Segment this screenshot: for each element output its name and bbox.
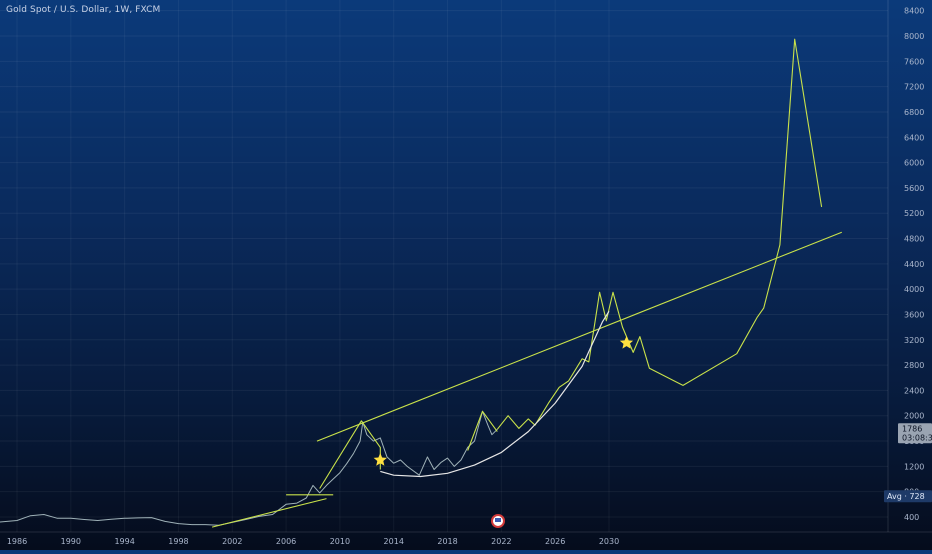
y-tick-label: 6000 (904, 159, 924, 168)
y-tick-label: 6400 (904, 133, 924, 142)
x-tick-label: 2018 (437, 537, 457, 546)
x-tick-label: 1994 (114, 537, 134, 546)
x-tick-label: 1998 (168, 537, 188, 546)
y-tick-label: 7200 (904, 83, 924, 92)
y-tick-label: 7600 (904, 57, 924, 66)
x-tick-label: 1986 (7, 537, 27, 546)
y-tick-label: 2000 (904, 412, 924, 421)
y-tick-label: 5200 (904, 209, 924, 218)
y-tick-label: 2400 (904, 386, 924, 395)
y-tick-label: 4000 (904, 285, 924, 294)
symbol-title: Gold Spot / U.S. Dollar, 1W, FXCM (6, 5, 161, 15)
y-tick-label: 5600 (904, 184, 924, 193)
y-tick-label: 3600 (904, 310, 924, 319)
x-tick-label: 1990 (61, 537, 81, 546)
first-cycle-outline-line (319, 420, 381, 489)
x-tick-label: 2014 (384, 537, 404, 546)
y-tick-label: 1200 (904, 462, 924, 471)
y-tick-label: 8000 (904, 32, 924, 41)
x-tick-label: 2026 (545, 537, 565, 546)
trend-line-line (316, 231, 843, 442)
price-tag-countdown: 03:08:32 (902, 433, 932, 442)
projection-line (496, 38, 823, 430)
star-marker (373, 453, 387, 466)
base-trend-line-line (211, 498, 327, 528)
y-tick-label: 3200 (904, 336, 924, 345)
y-tick-label: 2800 (904, 361, 924, 370)
x-tick-label: 2010 (330, 537, 350, 546)
price-tag (898, 423, 932, 444)
avg-tag-label: Avg · 728 (887, 492, 925, 501)
price-tag-value: 1786 (902, 424, 922, 433)
historical-price-line (0, 410, 498, 526)
y-tick-label: 4800 (904, 235, 924, 244)
star-marker (619, 336, 634, 349)
y-tick-label: 6800 (904, 108, 924, 117)
y-tick-label: 400 (904, 513, 919, 522)
rounded-bottom-curve-line (380, 310, 610, 478)
x-tick-label: 2006 (276, 537, 296, 546)
x-tick-label: 2030 (599, 537, 619, 546)
y-tick-label: 8400 (904, 7, 924, 16)
second-cycle-outline-line (467, 410, 498, 451)
avg-tag (884, 490, 932, 503)
event-flag-stripe (495, 518, 501, 522)
x-tick-label: 2022 (491, 537, 511, 546)
y-tick-label: 4400 (904, 260, 924, 269)
x-tick-label: 2002 (222, 537, 242, 546)
